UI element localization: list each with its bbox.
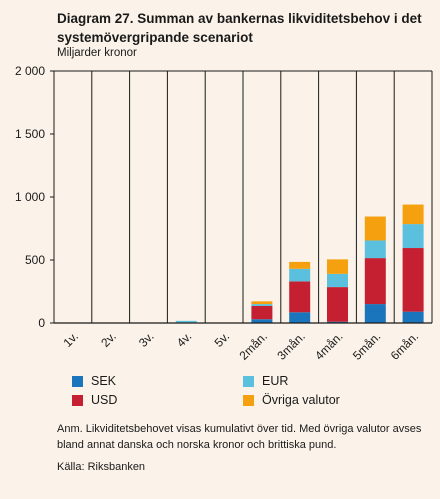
x-tick-label: 2mån. xyxy=(237,329,270,362)
y-tick-label: 1 000 xyxy=(15,190,45,204)
bar--vriga-valutor-7 xyxy=(289,261,311,269)
chart-title: Diagram 27. Summan av bankernas likvidit… xyxy=(57,11,422,45)
bar-sek-10 xyxy=(402,311,424,323)
bar-eur-6 xyxy=(251,304,273,306)
x-tick-label: 4mån. xyxy=(312,329,345,362)
bar--vriga-valutor-6 xyxy=(251,301,273,305)
bar--vriga-valutor-8 xyxy=(327,259,348,274)
x-tick-label: 2v. xyxy=(98,329,119,350)
bar-usd-6 xyxy=(251,305,273,320)
legend-label-eur: EUR xyxy=(262,374,289,388)
x-tick-label: 5mån. xyxy=(350,329,383,362)
bar-sek-7 xyxy=(289,312,311,323)
x-tick-label: 6mån. xyxy=(388,329,421,362)
bar--vriga-valutor-9 xyxy=(364,216,386,241)
bar-sek-6 xyxy=(251,319,273,323)
bar-sek-8 xyxy=(327,321,348,323)
y-tick-label: 500 xyxy=(25,253,45,267)
bar-usd-10 xyxy=(402,248,424,312)
bar-eur-9 xyxy=(364,240,386,259)
legend-swatch-ovriga xyxy=(243,395,254,406)
x-tick-label: 1v. xyxy=(60,329,81,350)
legend-label-sek: SEK xyxy=(91,374,117,388)
y-axis-ticks: 0 500 1 000 1 500 2 000 xyxy=(15,64,54,330)
x-axis-ticks: 1v. 2v. 3v. 4v. 5v. 2mån. 3mån. 4mån. 5mån. 6mån. xyxy=(60,329,421,362)
y-tick-label: 2 000 xyxy=(15,64,45,78)
bar--vriga-valutor-10 xyxy=(402,204,424,225)
legend-label-usd: USD xyxy=(91,393,118,407)
bar-usd-9 xyxy=(364,258,386,305)
y-tick-label: 0 xyxy=(38,316,45,330)
stacked-bar-chart: 0 500 1 000 1 500 2 000 1v. 2v. 3v. 4v. 5v. 2mån.… xyxy=(15,64,433,363)
gridlines xyxy=(91,71,395,323)
bar-usd-7 xyxy=(289,281,311,313)
legend-swatch-usd xyxy=(72,395,83,406)
y-axis-unit-label: Miljarder kronor xyxy=(57,47,137,59)
x-tick-label: 5v. xyxy=(212,329,233,350)
legend-label-ovriga: Övriga valutor xyxy=(262,393,340,407)
bar-usd-8 xyxy=(327,287,348,322)
x-tick-label: 3mån. xyxy=(274,329,307,362)
bar-eur-7 xyxy=(289,268,311,282)
y-tick-label: 1 500 xyxy=(15,127,45,141)
x-tick-label: 3v. xyxy=(136,329,157,350)
bars xyxy=(175,204,424,324)
bar-eur-4 xyxy=(175,320,197,323)
chart-source: Källa: Riksbanken xyxy=(57,461,146,473)
legend-swatch-sek xyxy=(72,376,83,387)
chart-note: Anm. Likviditetsbehovet visas kumulativt… xyxy=(57,423,422,451)
x-tick-label: 4v. xyxy=(174,329,195,350)
bar-eur-10 xyxy=(402,224,424,249)
legend-swatch-eur xyxy=(243,376,254,387)
bar-eur-8 xyxy=(327,273,348,288)
bar-sek-9 xyxy=(364,304,386,323)
